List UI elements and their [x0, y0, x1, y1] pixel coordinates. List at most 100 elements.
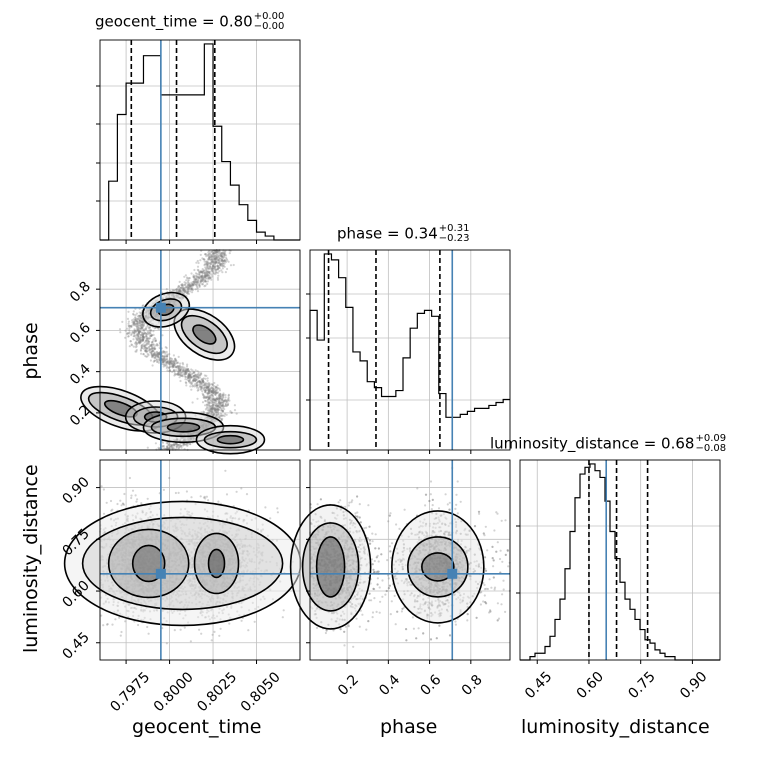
- sample-point: [188, 374, 191, 377]
- sample-point: [172, 290, 176, 293]
- sample-point: [214, 271, 218, 274]
- sample-point: [134, 314, 137, 317]
- sample-point: [188, 288, 191, 291]
- sample-point: [220, 414, 223, 417]
- sample-point: [217, 404, 220, 407]
- sample-point: [166, 357, 169, 361]
- sample-point: [201, 392, 204, 395]
- sample-point: [157, 447, 160, 450]
- sample-point: [182, 370, 185, 373]
- sample-point: [212, 255, 215, 258]
- sample-point: [179, 369, 182, 372]
- sample-point: [188, 375, 191, 378]
- sample-point: [141, 339, 144, 342]
- sample-point: [134, 319, 137, 322]
- sample-point: [204, 268, 208, 271]
- sample-point: [140, 317, 143, 321]
- sample-point: [177, 355, 180, 358]
- sample-point: [172, 447, 176, 450]
- sample-point: [161, 358, 164, 362]
- sample-point: [216, 405, 219, 408]
- sample-point: [146, 346, 149, 350]
- sample-point: [281, 616, 284, 619]
- sample-point: [165, 355, 168, 358]
- sample-point: [139, 339, 142, 343]
- sample-point: [216, 250, 219, 253]
- sample-point: [208, 275, 211, 278]
- sample-point: [214, 259, 217, 263]
- sample-point: [142, 304, 145, 307]
- sample-point: [165, 442, 168, 445]
- sample-point: [208, 256, 212, 259]
- sample-point: [211, 269, 214, 272]
- sample-point: [176, 366, 179, 369]
- sample-point: [140, 352, 143, 355]
- sample-point: [191, 291, 194, 294]
- sample-point: [226, 399, 230, 402]
- sample-point: [198, 284, 201, 287]
- sample-point: [124, 336, 127, 339]
- sample-point: [206, 262, 209, 265]
- sample-point: [130, 332, 133, 335]
- sample-point: [118, 328, 122, 331]
- sample-point: [203, 395, 206, 398]
- sample-point: [147, 333, 150, 336]
- sample-point: [155, 350, 158, 354]
- sample-point: [202, 394, 205, 397]
- sample-point: [132, 345, 135, 348]
- sample-point: [211, 397, 215, 400]
- sample-point: [221, 262, 224, 265]
- sample-point: [131, 489, 135, 492]
- x-tick-label: 0.75: [625, 669, 658, 702]
- sample-point: [162, 445, 165, 448]
- sample-point: [221, 401, 224, 404]
- sample-point: [214, 261, 217, 264]
- sample-point: [213, 630, 216, 634]
- sample-point: [196, 373, 199, 376]
- sample-point: [144, 327, 147, 330]
- sample-point: [166, 361, 169, 364]
- sample-point: [188, 277, 191, 280]
- sample-point: [207, 389, 210, 392]
- hist-luminosity-distance: 0.45 0.60 0.75 0.90: [516, 459, 721, 702]
- sample-point: [213, 257, 216, 260]
- sample-point: [202, 387, 205, 390]
- sample-point: [198, 285, 201, 288]
- sample-point: [198, 272, 201, 275]
- sample-point: [208, 252, 211, 255]
- sample-point: [185, 279, 188, 282]
- sample-point: [217, 261, 220, 265]
- sample-point: [102, 512, 106, 515]
- sample-point: [135, 350, 138, 353]
- sample-point: [168, 445, 171, 448]
- sample-point: [144, 348, 147, 352]
- sample-point: [210, 268, 213, 271]
- sample-point: [135, 334, 138, 337]
- sample-point: [173, 360, 176, 363]
- sample-point: [177, 361, 180, 364]
- sample-point: [208, 410, 211, 414]
- sample-point: [138, 330, 141, 333]
- sample-point: [184, 286, 187, 289]
- sample-point: [139, 316, 142, 319]
- sample-point: [187, 282, 190, 285]
- sample-point: [210, 412, 213, 415]
- sample-point: [219, 412, 223, 415]
- sample-point: [197, 273, 200, 276]
- sample-point: [150, 343, 153, 347]
- sample-point: [162, 361, 165, 364]
- sample-point: [151, 347, 154, 350]
- sample-point: [195, 283, 198, 286]
- sample-point: [174, 357, 177, 360]
- sample-point: [168, 476, 171, 480]
- sample-point: [240, 487, 243, 490]
- sample-point: [111, 623, 114, 626]
- sample-point: [135, 319, 138, 323]
- sample-point: [193, 385, 196, 388]
- sample-point: [206, 261, 209, 264]
- sample-point: [189, 284, 192, 288]
- sample-point: [154, 347, 157, 350]
- sample-point: [140, 347, 143, 350]
- sample-point: [183, 372, 187, 376]
- sample-point: [218, 270, 221, 273]
